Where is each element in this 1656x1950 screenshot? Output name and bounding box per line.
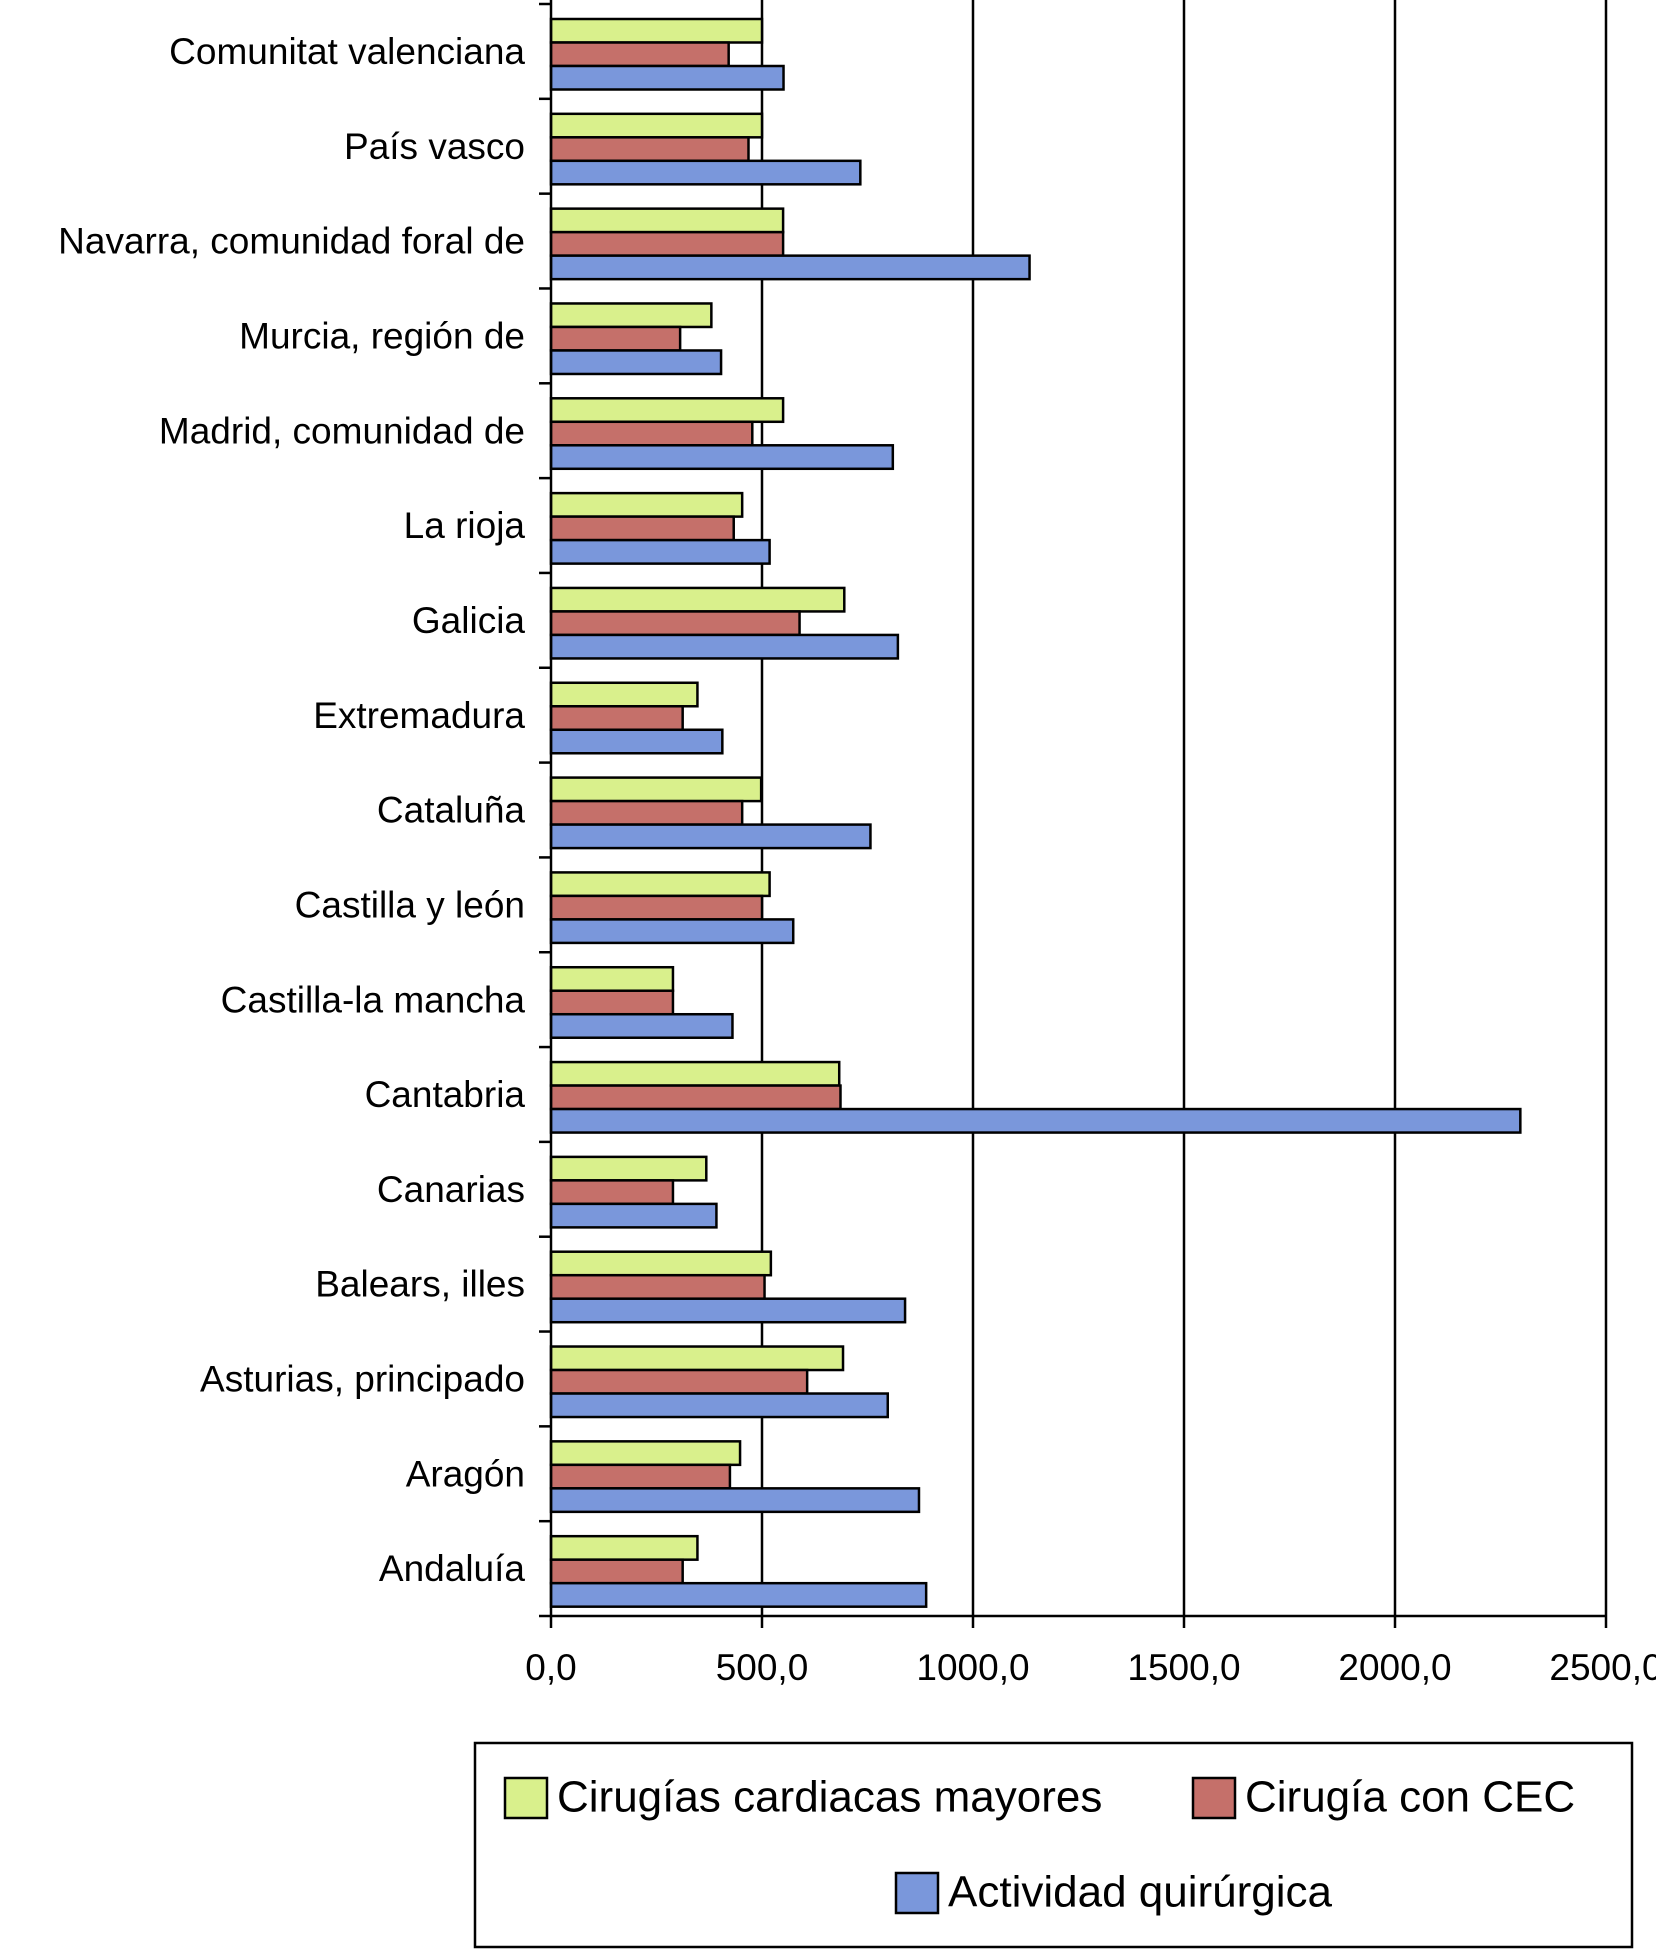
bar: [549, 207, 785, 234]
legend-swatch: [894, 1871, 940, 1915]
bar: [549, 41, 730, 68]
bar: [549, 965, 675, 992]
bar: [549, 823, 872, 850]
bar: [549, 230, 785, 257]
bar: [549, 491, 744, 518]
y-tick-label: Navarra, comunidad foral de: [58, 221, 525, 262]
bar: [549, 444, 895, 471]
x-tick-label: 1500,0: [1127, 1647, 1240, 1688]
bar: [549, 633, 900, 660]
bar: [549, 420, 754, 447]
y-tick-label: Galicia: [412, 600, 526, 641]
bar: [549, 610, 801, 637]
x-tick-label: 2000,0: [1338, 1647, 1451, 1688]
bar: [549, 1558, 684, 1585]
bar: [549, 515, 735, 542]
bar: [549, 349, 723, 376]
bar: [549, 17, 764, 44]
legend-label: Cirugías cardiacas mayores: [557, 1773, 1102, 1822]
bar: [549, 1345, 845, 1372]
y-tick-label: Balears, illes: [315, 1264, 525, 1305]
legend-swatch: [503, 1776, 549, 1820]
bar: [549, 1012, 734, 1039]
bar: [549, 1534, 699, 1561]
bar: [549, 1487, 921, 1514]
bar: [549, 538, 771, 565]
legend-box: [473, 1741, 1634, 1949]
y-tick-label: Madrid, comunidad de: [159, 410, 525, 451]
bar: [549, 1250, 773, 1277]
bar: [549, 159, 862, 186]
bar: [549, 586, 846, 613]
bar: [549, 1060, 841, 1087]
bar: [549, 1107, 1522, 1134]
x-tick-label: 1000,0: [916, 1647, 1029, 1688]
bar: [549, 64, 785, 91]
bar: [549, 918, 795, 945]
y-tick-label: Murcia, región de: [239, 316, 525, 357]
bar: [549, 1392, 890, 1419]
y-tick-label: Canarias: [377, 1169, 525, 1210]
legend-label: Actividad quirúrgica: [948, 1868, 1332, 1917]
y-tick-label: Asturias, principado: [200, 1359, 525, 1400]
y-tick-label: Cataluña: [377, 790, 526, 831]
bar: [549, 397, 785, 424]
legend-label: Cirugía con CEC: [1245, 1773, 1575, 1822]
x-tick-label: 500,0: [716, 1647, 809, 1688]
bar: [549, 776, 763, 803]
x-tick-label: 2500,0: [1549, 1647, 1656, 1688]
bar: [549, 871, 771, 898]
bar: [549, 1084, 842, 1111]
bar: [549, 136, 750, 163]
y-tick-label: Castilla-la mancha: [221, 979, 526, 1020]
y-tick-label: Aragón: [406, 1453, 525, 1494]
bar: [549, 302, 713, 329]
bar: [549, 254, 1031, 281]
y-tick-label: País vasco: [344, 126, 525, 167]
bar: [549, 894, 764, 921]
bar: [549, 681, 699, 708]
y-tick-label: La rioja: [404, 505, 526, 546]
bar: [549, 1297, 907, 1324]
x-tick-label: 0,0: [525, 1647, 576, 1688]
bar: [549, 1463, 732, 1490]
y-tick-label: Castilla y león: [295, 884, 525, 925]
bar: [549, 1273, 766, 1300]
bar: [549, 325, 682, 352]
bar: [549, 1179, 675, 1206]
bar: [549, 1440, 742, 1467]
bar: [549, 112, 764, 139]
bar: [549, 989, 675, 1016]
bar: [549, 799, 744, 826]
bar: [549, 728, 724, 755]
bar: [549, 705, 684, 732]
y-tick-label: Andaluía: [379, 1548, 525, 1589]
y-tick-label: Extremadura: [313, 695, 525, 736]
bar: [549, 1155, 708, 1182]
y-tick-label: Comunitat valenciana: [169, 31, 525, 72]
legend-swatch: [1191, 1776, 1237, 1820]
y-tick-label: Cantabria: [365, 1074, 526, 1115]
bar: [549, 1368, 809, 1395]
bar: [549, 1581, 928, 1608]
bar: [549, 1202, 718, 1229]
